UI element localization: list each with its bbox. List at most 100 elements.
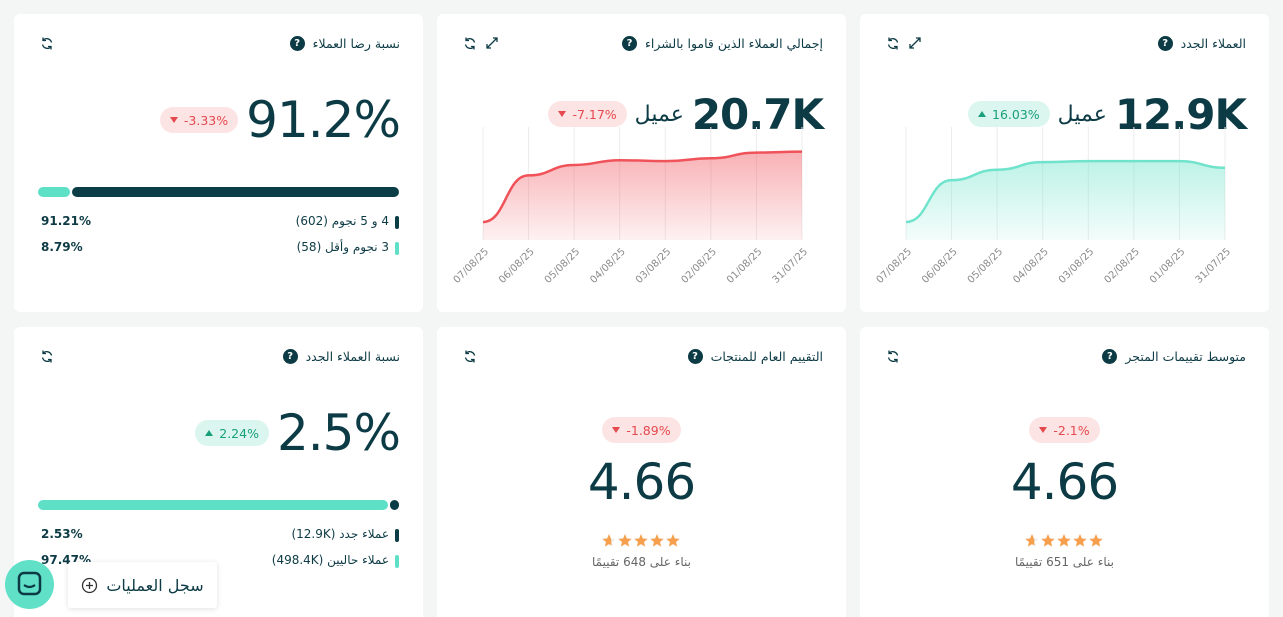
legend-label: عملاء جدد (12.9K)	[291, 527, 389, 541]
kpi-value: 91.2%	[246, 91, 401, 149]
change-label: -1.89%	[626, 422, 671, 438]
star	[1041, 534, 1055, 547]
legend-color	[395, 242, 399, 255]
star	[634, 534, 648, 547]
x-tick-label: 05/08/25	[966, 246, 1006, 286]
x-tick-label: 07/08/25	[875, 246, 915, 286]
star	[1073, 534, 1087, 547]
legend-label: 4 و 5 نجوم (602)	[295, 214, 389, 228]
legend-percent: 91.21%	[41, 214, 91, 228]
change-badge: -7.17%	[548, 101, 627, 127]
card-title: إجمالي العملاء الذين قاموا بالشراء	[645, 36, 823, 51]
card: التقييم العام للمنتجات? -1.89% 4.66 بناء عل…	[437, 327, 846, 617]
expand-icon[interactable]	[908, 36, 922, 50]
change-label: -2.1%	[1053, 422, 1090, 438]
expand-icon[interactable]	[485, 36, 499, 50]
plus-icon	[82, 577, 98, 593]
bar-segment	[71, 187, 399, 197]
kpi-header: 91.2% -3.33%	[159, 90, 401, 150]
legend-color	[395, 529, 399, 542]
card: نسبة رضا العملاء? 91.2% -3.33% 4 و 5 نجوم (…	[14, 14, 423, 312]
star	[618, 534, 632, 547]
star	[1089, 534, 1103, 547]
x-tick-label: 04/08/25	[588, 246, 628, 286]
x-tick-label: 06/08/25	[497, 246, 537, 286]
x-tick-label: 05/08/25	[543, 246, 583, 286]
star	[1057, 534, 1071, 547]
area-chart: 07/08/25 06/08/25 05/08/25 04/08/25 03/08/25…	[875, 127, 1234, 286]
help-icon: ?	[687, 349, 703, 364]
area-line	[905, 159, 1226, 224]
bar-segment	[38, 500, 388, 510]
change-badge: -2.1%	[1029, 417, 1100, 443]
help-icon: ?	[1157, 36, 1173, 51]
card: متوسط تقييمات المتجر? -2.1% 4.66 بناء على 6…	[860, 327, 1269, 617]
change-badge: 2.24%	[195, 420, 269, 446]
change-badge: -1.89%	[602, 417, 681, 443]
area-line	[482, 150, 803, 224]
rating-value: 4.66	[1010, 453, 1119, 511]
legend-row: 3 نجوم وأقل (58) 8.79%	[41, 240, 399, 256]
star	[650, 534, 664, 547]
help-icon: ?	[282, 349, 298, 364]
legend-percent: 8.79%	[41, 240, 83, 254]
chat-button[interactable]	[5, 560, 54, 609]
card-title: العملاء الجدد	[1180, 36, 1246, 51]
kpi-unit: عميل	[1057, 101, 1107, 127]
progress-bar	[38, 500, 399, 510]
change-arrow	[558, 111, 567, 117]
rating-stars	[1025, 534, 1103, 547]
rating-stars	[602, 534, 680, 547]
x-tick-label: 01/08/25	[1148, 246, 1188, 286]
change-label: 2.24%	[219, 425, 259, 441]
refresh-icon[interactable]	[40, 36, 54, 50]
area-fill	[483, 151, 802, 240]
area-fill	[906, 161, 1225, 240]
change-label: 16.03%	[992, 106, 1040, 122]
x-tick-label: 31/07/25	[1194, 246, 1234, 286]
change-label: -3.33%	[183, 112, 229, 128]
refresh-icon[interactable]	[463, 36, 477, 50]
star	[1025, 534, 1035, 547]
change-badge: 16.03%	[968, 101, 1050, 127]
star	[666, 534, 680, 547]
legend-label: 3 نجوم وأقل (58)	[296, 240, 389, 254]
star	[602, 534, 612, 547]
change-arrow	[1039, 427, 1048, 433]
kpi-unit: عميل	[634, 101, 684, 127]
legend-row: عملاء جدد (12.9K) 2.53%	[41, 527, 399, 543]
refresh-icon[interactable]	[40, 349, 54, 363]
card-title: التقييم العام للمنتجات	[710, 349, 823, 364]
change-label: -7.17%	[572, 106, 617, 122]
help-icon: ?	[289, 36, 305, 51]
bar-segment	[389, 500, 399, 510]
kpi-header: 2.5% 2.24%	[195, 403, 401, 463]
legend-color	[395, 555, 399, 568]
legend-row: عملاء حاليين (498.4K) 97.47%	[41, 553, 399, 569]
bar-segment	[38, 187, 70, 197]
card-title: نسبة رضا العملاء	[312, 36, 400, 51]
card: العملاء الجدد? 12.9K عميل 16.03% 07/08/25 06/…	[860, 14, 1269, 312]
progress-bar	[38, 187, 399, 197]
x-tick-label: 31/07/25	[771, 246, 811, 286]
kpi-value: 2.5%	[276, 404, 401, 462]
rating-caption: بناء على 648 تقييمًا	[592, 555, 691, 569]
help-icon: ?	[1102, 349, 1118, 364]
x-tick-label: 07/08/25	[452, 246, 492, 286]
activity-log-label: سجل العمليات	[106, 575, 204, 595]
refresh-icon[interactable]	[886, 349, 900, 363]
legend-color	[395, 216, 399, 229]
legend-label: عملاء حاليين (498.4K)	[271, 553, 389, 567]
activity-log-button[interactable]: سجل العمليات	[68, 562, 217, 608]
x-tick-label: 01/08/25	[725, 246, 765, 286]
x-tick-label: 02/08/25	[679, 246, 719, 286]
change-arrow	[978, 111, 986, 117]
change-badge: -3.33%	[159, 107, 239, 133]
badge-row: -2.1%	[860, 417, 1269, 443]
rating-value: 4.66	[587, 453, 696, 511]
rating-caption: بناء على 651 تقييمًا	[1015, 555, 1114, 569]
change-arrow	[612, 427, 621, 433]
refresh-icon[interactable]	[463, 349, 477, 363]
refresh-icon[interactable]	[886, 36, 900, 50]
